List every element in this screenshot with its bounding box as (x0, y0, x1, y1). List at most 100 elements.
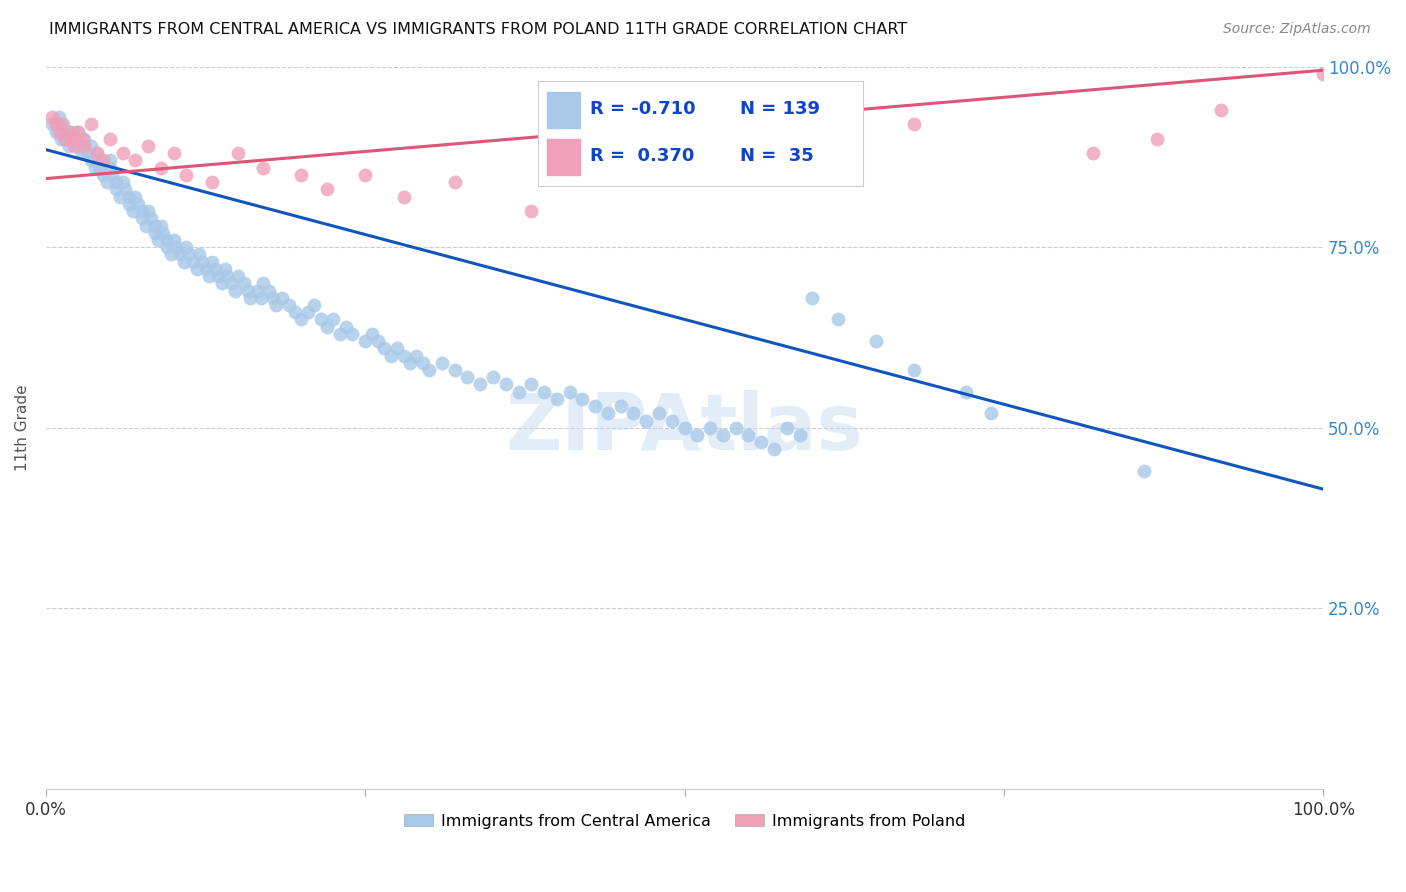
Point (801, 291, 824, 305)
Point (149, 161, 172, 175)
Y-axis label: 11th Grade: 11th Grade (15, 384, 30, 471)
Point (181, 254, 204, 268)
Point (1146, 132, 1168, 146)
Point (571, 392, 593, 406)
Point (48, 110, 70, 124)
Point (583, 399, 606, 413)
Point (198, 268, 221, 283)
Point (127, 197, 149, 211)
Point (48, 125, 70, 139)
Point (66, 125, 89, 139)
Point (596, 406, 619, 420)
Point (52, 117, 75, 131)
Point (789, 428, 811, 442)
Point (53, 125, 76, 139)
Point (86, 146, 108, 161)
Point (163, 146, 186, 161)
Point (60, 125, 83, 139)
Point (392, 189, 415, 203)
Point (51, 132, 73, 146)
Point (101, 168, 124, 182)
Point (546, 392, 568, 406)
Point (148, 233, 170, 247)
Point (201, 254, 224, 268)
Point (329, 326, 352, 341)
Point (277, 298, 299, 312)
Point (724, 421, 747, 435)
Point (76, 146, 98, 161)
Point (762, 442, 785, 457)
Point (53, 132, 76, 146)
Point (1083, 146, 1105, 161)
Point (41, 117, 63, 131)
Point (903, 117, 925, 131)
Point (70, 132, 93, 146)
Point (367, 334, 389, 348)
Point (214, 261, 236, 276)
Point (152, 226, 174, 240)
Point (495, 377, 517, 392)
Point (93, 168, 115, 182)
Point (66, 125, 89, 139)
Point (412, 356, 434, 370)
Point (86, 146, 108, 161)
Point (955, 384, 977, 399)
Point (226, 146, 249, 161)
Point (217, 268, 239, 283)
Point (297, 305, 319, 319)
Point (470, 377, 492, 392)
Point (309, 312, 332, 326)
Point (699, 421, 721, 435)
Point (124, 189, 146, 203)
Point (207, 268, 229, 283)
Point (96, 175, 118, 189)
Point (1209, 103, 1232, 117)
Point (302, 298, 325, 312)
Point (58, 139, 80, 153)
Point (980, 406, 1002, 420)
Point (399, 356, 422, 370)
Point (79, 153, 101, 168)
Point (290, 168, 312, 182)
Point (191, 254, 214, 268)
Point (111, 146, 134, 161)
Point (236, 284, 259, 298)
Point (749, 435, 772, 450)
Point (63, 139, 86, 153)
Point (443, 363, 465, 377)
Point (60, 132, 83, 146)
Point (249, 291, 271, 305)
Point (98, 161, 121, 175)
Point (63, 132, 86, 146)
Point (41, 110, 63, 124)
Point (98, 153, 121, 168)
Point (252, 277, 274, 291)
Point (284, 305, 307, 319)
Point (188, 247, 211, 261)
Point (623, 406, 645, 420)
Point (226, 268, 249, 283)
Point (290, 312, 312, 326)
Point (79, 139, 101, 153)
Point (58, 125, 80, 139)
Point (380, 349, 402, 363)
Point (98, 132, 121, 146)
Point (673, 421, 696, 435)
Point (73, 139, 96, 153)
Point (83, 161, 105, 175)
Point (156, 233, 179, 247)
Point (648, 406, 671, 420)
Point (124, 153, 146, 168)
Point (136, 139, 159, 153)
Point (737, 428, 759, 442)
Point (89, 161, 111, 175)
Point (73, 132, 96, 146)
Point (1133, 464, 1156, 478)
Point (108, 189, 131, 203)
Point (1312, 67, 1334, 81)
Point (93, 153, 115, 168)
Point (211, 277, 233, 291)
Point (163, 233, 186, 247)
Point (176, 168, 198, 182)
Point (70, 146, 93, 161)
